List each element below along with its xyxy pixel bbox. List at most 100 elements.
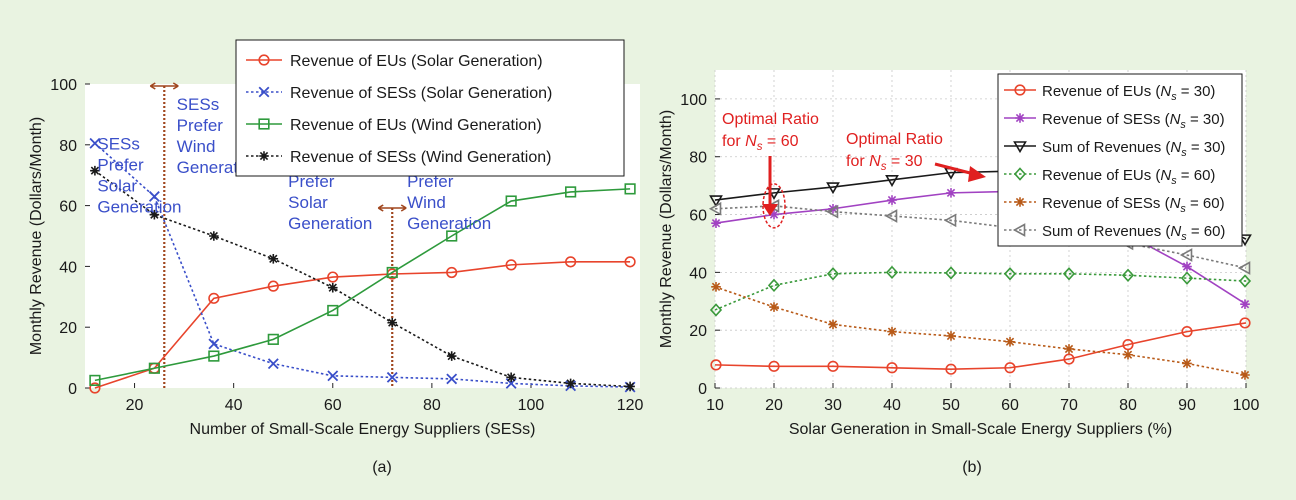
series-line <box>94 261 631 389</box>
legend-swatch-marker <box>1015 197 1025 207</box>
data-point <box>327 304 339 317</box>
data-point <box>708 201 722 216</box>
data-point <box>327 370 339 382</box>
data-point <box>946 188 956 198</box>
data-point <box>886 362 898 374</box>
data-point <box>709 303 723 317</box>
data-point <box>387 317 398 328</box>
data-point <box>1240 370 1250 380</box>
data-point <box>327 271 339 283</box>
x-tick-label: 20 <box>126 397 144 414</box>
annotation-text: SESs <box>177 95 220 114</box>
data-point <box>769 209 779 220</box>
data-point <box>208 292 220 304</box>
data-point <box>943 213 957 228</box>
annotation-text: Wind <box>177 137 216 156</box>
data-point <box>944 266 958 280</box>
y-tick-label: 20 <box>59 320 77 337</box>
legend-box <box>997 73 1243 247</box>
y-tick-label: 40 <box>59 259 77 276</box>
legend-label: Sum of Revenues (Ns = 60) <box>1042 223 1225 243</box>
data-point <box>209 231 219 241</box>
y-tick-label: 80 <box>59 138 77 155</box>
data-point <box>89 382 101 394</box>
data-point <box>1062 267 1076 281</box>
data-point <box>1240 299 1250 309</box>
data-point <box>1182 261 1192 272</box>
data-point <box>1180 271 1194 285</box>
annotation-text: Optimal Ratio <box>846 131 943 148</box>
series-1 <box>710 317 1251 375</box>
divider-arrow <box>149 82 179 90</box>
legend: Revenue of EUs (Ns = 30) Revenue of SESs … <box>997 73 1243 247</box>
series-line <box>714 190 1247 305</box>
series-line <box>714 322 1247 371</box>
legend: Revenue of EUs (Solar Generation) Revenue… <box>235 39 625 177</box>
data-point <box>624 183 636 195</box>
data-point <box>386 266 398 279</box>
x-tick-label: 60 <box>324 397 342 414</box>
data-point <box>1063 353 1075 365</box>
data-point <box>711 282 721 292</box>
legend-swatch-marker <box>1013 141 1027 154</box>
x-axis-label: Number of Small-Scale Energy Suppliers (… <box>190 421 536 438</box>
legend-label: Revenue of SESs (Ns = 60) <box>1042 195 1225 215</box>
data-point <box>1239 317 1251 329</box>
data-point <box>825 204 839 219</box>
x-tick-label: 30 <box>824 397 842 414</box>
annotation-text: SESs <box>97 134 140 153</box>
annotation-arrow <box>934 162 975 176</box>
data-point <box>768 360 780 372</box>
data-point <box>711 218 721 229</box>
data-point <box>149 209 160 220</box>
data-point <box>267 333 279 345</box>
chart-b: 10 20 30 40 50 60 70 80 90 100 0 20 40 60 80 100 Solar G… <box>658 70 1259 438</box>
y-tick-label: 0 <box>698 381 707 398</box>
data-point <box>826 182 840 195</box>
legend-label: Revenue of SESs (Wind Generation) <box>290 149 551 166</box>
chart-a: 20 40 60 80 100 120 0 20 40 60 80 100 Number of Smal… <box>28 39 644 438</box>
data-point <box>887 326 897 337</box>
annotation-arrowhead <box>762 204 778 216</box>
data-point <box>386 371 398 383</box>
data-point <box>267 358 279 370</box>
series-line <box>94 188 631 382</box>
data-point <box>446 266 458 279</box>
legend-label: Sum of Revenues (Ns = 30) <box>1042 139 1225 159</box>
data-point <box>565 256 577 268</box>
x-tick-label: 50 <box>942 397 960 414</box>
data-point <box>446 230 458 242</box>
data-point <box>1004 362 1016 374</box>
y-tick-label: 100 <box>680 92 707 109</box>
annotation-text: Optimal Ratio <box>722 111 819 128</box>
data-point <box>90 165 100 176</box>
x-tick-label: 100 <box>1233 397 1260 414</box>
highlight-ellipse <box>762 183 786 229</box>
divider-arrow <box>377 204 407 212</box>
annotation-text: Generation <box>288 214 372 233</box>
data-point <box>827 360 839 372</box>
series-4 <box>709 265 1252 317</box>
legend-swatch-marker <box>258 86 270 98</box>
x-tick-label: 80 <box>1119 397 1137 414</box>
y-axis-label: Monthly Revenue (Dollars/Month) <box>28 117 45 355</box>
annotation-text: Prefer <box>97 155 144 174</box>
data-point <box>148 362 160 374</box>
legend-label: Revenue of SESs (Solar Generation) <box>290 85 552 102</box>
annotation-text: Generation <box>407 214 491 233</box>
x-tick-label: 120 <box>617 397 644 414</box>
data-point <box>709 195 723 208</box>
data-point <box>505 259 517 271</box>
data-point <box>446 373 458 385</box>
data-point <box>148 191 160 202</box>
legend-swatch-marker <box>258 54 270 66</box>
annotation-text: for Ns = 60 <box>722 133 799 153</box>
y-tick-label: 60 <box>59 199 77 216</box>
data-point <box>565 186 577 198</box>
data-point <box>887 195 897 205</box>
legend-swatch-marker <box>1015 113 1025 123</box>
annotation-text: Prefer <box>288 172 335 191</box>
y-tick-label: 0 <box>68 381 77 398</box>
data-point <box>826 267 840 281</box>
data-point <box>1181 326 1193 338</box>
